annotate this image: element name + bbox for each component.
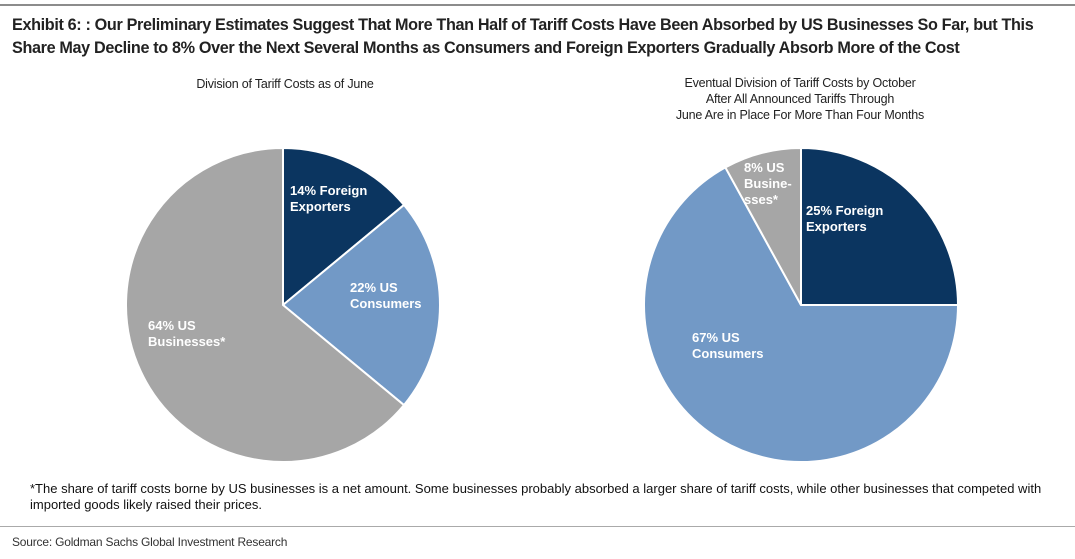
slice-label-line: 8% US (744, 160, 785, 175)
slice-label: 14% Foreign Exporters (290, 183, 367, 214)
slice-label: 25% Foreign Exporters (806, 203, 883, 234)
slice-label-line: Consumers (350, 296, 422, 311)
exhibit-title: Exhibit 6: : Our Preliminary Estimates S… (12, 16, 1034, 57)
source-note: Source: Goldman Sachs Global Investment … (12, 535, 288, 549)
top-rule (0, 4, 1075, 6)
chart-2-title-line: Eventual Division of Tariff Costs by Oct… (684, 76, 916, 90)
pie-slice-foreign-exporters (282, 146, 406, 308)
bottom-rule (0, 526, 1075, 527)
slice-label-line: Exporters (806, 219, 867, 234)
slice-label-line: Consumers (692, 346, 764, 361)
slice-label-line: Busine- (744, 176, 792, 191)
slice-label: 8% US Busine-sses* (744, 160, 792, 207)
pie-slice-us-businesses (125, 146, 406, 463)
pie-slice-us-consumers (643, 166, 960, 463)
slice-label-line: 22% US (350, 280, 398, 295)
pie-slice-us-consumers (281, 203, 441, 407)
chart-2-title-line: June Are in Place For More Than Four Mon… (675, 108, 925, 122)
footnote: *The share of tariff costs borne by US b… (30, 481, 1042, 512)
chart-2-title: Eventual Division of Tariff Costs by Oct… (620, 75, 980, 123)
slice-label: 67% US Consumers (692, 330, 764, 361)
chart-1-title: Division of Tariff Costs as of June (196, 77, 374, 91)
slice-label-line: Exporters (290, 199, 351, 214)
slice-label: 64% US Businesses* (148, 318, 226, 349)
slice-label-line: 67% US (692, 330, 740, 345)
slice-label-line: 25% Foreign (806, 203, 883, 218)
slice-label-line: 64% US (148, 318, 196, 333)
slice-label: 22% US Consumers (350, 280, 422, 311)
slice-label-line: 14% Foreign (290, 183, 367, 198)
pie-slice-us-businesses (724, 146, 802, 306)
slice-label-line: Businesses* (148, 334, 226, 349)
chart-2-title-line: After All Announced Tariffs Through (705, 92, 895, 106)
slice-label-line: sses* (744, 192, 779, 207)
pie-slice-foreign-exporters (800, 146, 960, 306)
